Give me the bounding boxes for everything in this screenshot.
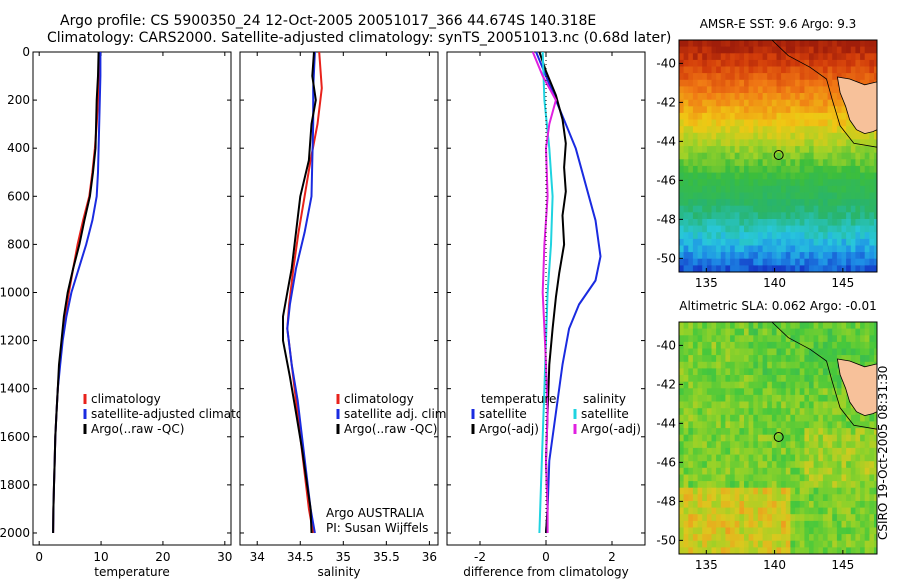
salinity-legend-entry-label: satellite adj. clim. — [344, 407, 450, 421]
sla-map-xtick-label: 135 — [695, 558, 718, 572]
sst-map-tasmania-land — [836, 76, 877, 135]
depth-ytick-label: 1400 — [0, 382, 30, 396]
sla-map-ytick-label: -42 — [656, 377, 676, 391]
sla-map-argo-marker — [773, 432, 784, 443]
salinity-xtick-label: 34 — [250, 550, 265, 564]
sst-map-panel: 135 140 145 -40 -42 -44 -46 -48 -50 AMSR-E SST: 9… — [656, 17, 878, 290]
temperature-xtick-label: 10 — [93, 550, 108, 564]
difference-legend-entry-label: Argo(-adj) — [479, 422, 539, 436]
salinity-xlabel: salinity — [317, 565, 360, 579]
salinity-xtick-label: 34.5 — [287, 550, 314, 564]
temperature-xtick-label: 20 — [155, 550, 170, 564]
depth-ytick-label: 1000 — [0, 285, 30, 299]
sla-map-panel: 135 140 145 -40 -42 -44 -46 -48 -50 Altimetric SL… — [656, 299, 878, 572]
sla-map-frame — [678, 321, 878, 555]
difference-xtick-label: -2 — [474, 550, 486, 564]
sla-map-ytick-label: -46 — [656, 455, 676, 469]
temperature-legend-entry-label: Argo(..raw -QC) — [91, 422, 184, 436]
temperature-legend-entry-label: climatology — [91, 392, 161, 406]
figure-title-line2: Climatology: CARS2000. Satellite-adjuste… — [47, 30, 672, 46]
sla-map-ytick-label: -48 — [656, 494, 676, 508]
sst-map-xtick-label: 135 — [695, 276, 718, 290]
temperature-xlabel: temperature — [94, 565, 169, 579]
difference-legend-entry-label: satellite — [479, 407, 527, 421]
salinity-xtick-label: 36 — [422, 550, 437, 564]
salinity-annotation: PI: Susan Wijffels — [326, 521, 428, 535]
sla-map-ytick-label: -40 — [656, 338, 676, 352]
difference-legend-title-right: salinity — [583, 392, 626, 406]
difference-legend-title-left: temperature — [481, 392, 556, 406]
sla-map-xtick-label: 145 — [831, 558, 854, 572]
salinity-panel: 34 34.5 35 35.5 36 salinity climatologysatelli… — [239, 51, 450, 579]
depth-ytick-label: 2000 — [0, 526, 30, 540]
sst-map-frame — [678, 39, 878, 273]
depth-ytick-label: 0 — [22, 45, 30, 59]
sst-map-argo-marker — [773, 150, 784, 161]
depth-ytick-label: 1800 — [0, 478, 30, 492]
sst-map-ytick-label: -44 — [656, 134, 676, 148]
sst-map-contour-line — [771, 40, 877, 148]
sst-map-ytick-label: -50 — [656, 251, 676, 265]
depth-ytick-label: 200 — [7, 93, 30, 107]
temperature-xtick-label: 30 — [217, 550, 232, 564]
sst-map-xtick-label: 145 — [831, 276, 854, 290]
salinity-axes-box — [239, 51, 439, 546]
sst-map-ytick-label: -40 — [656, 56, 676, 70]
salinity-annotation: Argo AUSTRALIA — [326, 506, 425, 520]
temperature-xtick-label: 0 — [35, 550, 43, 564]
sla-map-ytick-label: -50 — [656, 533, 676, 547]
sla-map-xtick-label: 140 — [763, 558, 786, 572]
difference-xlabel: difference from climatology — [463, 565, 629, 579]
sla-map-ytick-label: -44 — [656, 416, 676, 430]
salinity-series-line — [286, 51, 316, 534]
sst-map-ytick-label: -42 — [656, 95, 676, 109]
temperature-series-line — [52, 51, 100, 534]
temperature-panel: 0 10 20 30 0 200 400 600 800 1000 1200 1400 1600 1800… — [0, 45, 269, 579]
depth-ytick-label: 1600 — [0, 430, 30, 444]
sla-map-title: Altimetric SLA: 0.062 Argo: -0.01 — [679, 299, 876, 313]
sst-map-title: AMSR-E SST: 9.6 Argo: 9.3 — [700, 17, 857, 31]
depth-ytick-label: 1200 — [0, 334, 30, 348]
salinity-legend-entry-label: Argo(..raw -QC) — [344, 422, 437, 436]
salinity-legend-entry-label: climatology — [344, 392, 414, 406]
sla-map-field — [679, 322, 877, 554]
difference-legend-entry-label: satellite — [581, 407, 629, 421]
difference-legend-entry-label: Argo(-adj) — [581, 422, 641, 436]
figure-title-line1: Argo profile: CS 5900350_24 12-Oct-2005 … — [60, 13, 597, 29]
sst-map-field — [679, 40, 877, 272]
salinity-xtick-label: 35 — [336, 550, 351, 564]
depth-ytick-label: 400 — [7, 141, 30, 155]
difference-xtick-label: 0 — [542, 550, 550, 564]
temperature-axes-box — [32, 51, 232, 546]
sst-map-xtick-label: 140 — [763, 276, 786, 290]
salinity-xtick-label: 35.5 — [373, 550, 400, 564]
sst-map-ytick-label: -48 — [656, 212, 676, 226]
sla-map-tasmania-land — [836, 358, 877, 417]
footer-vertical-label: CSIRO 19-Oct-2005 08:31:30 — [876, 365, 890, 540]
temperature-legend-entry-label: satellite-adjusted climatology — [91, 407, 269, 421]
depth-ytick-label: 800 — [7, 237, 30, 251]
sla-map-contour-line — [771, 322, 877, 430]
salinity-series-line — [282, 51, 317, 534]
difference-xtick-label: 2 — [608, 550, 616, 564]
sst-map-ytick-label: -46 — [656, 173, 676, 187]
depth-ytick-label: 600 — [7, 189, 30, 203]
